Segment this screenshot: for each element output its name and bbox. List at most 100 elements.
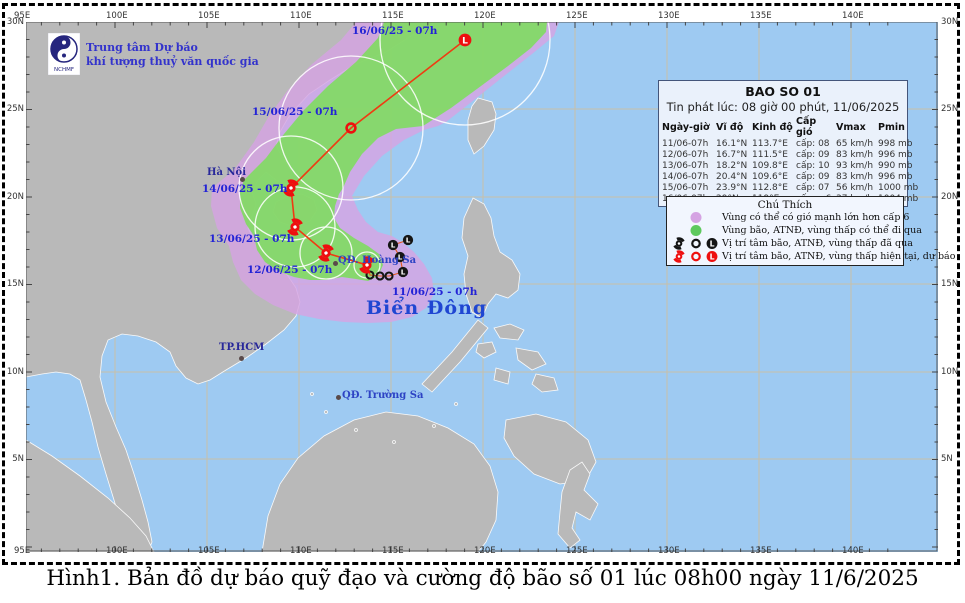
archipelago-marker-dot (333, 261, 338, 266)
lon-axis-label: 110E (290, 11, 312, 21)
lon-axis-label: 105E (198, 546, 220, 556)
storm-icon (283, 179, 299, 197)
legend-title: Chú Thích (757, 199, 813, 211)
agency-branding: NCHMF Trung tâm Dự báo khí tượng thuỷ vă… (48, 33, 259, 75)
lat-axis-label: 10N (6, 367, 24, 377)
agency-name-line1: Trung tâm Dự báo (86, 41, 198, 54)
svg-text:L: L (398, 253, 403, 262)
low-icon: L (402, 234, 414, 246)
agency-name-line2: khí tượng thuỷ văn quốc gia (86, 55, 259, 68)
lon-axis-label: 95E (14, 546, 31, 556)
svg-text:L: L (406, 236, 411, 245)
legend-item-label: Vị trí tâm bão, ATNĐ, vùng thấp hiện tại… (722, 251, 956, 262)
column-header: Vmax (836, 121, 866, 133)
legend-item: L Vị trí tâm bão, ATNĐ, vùng thấp hiện tạ… (670, 249, 955, 264)
green-area-icon (670, 224, 722, 237)
table-cell: 109.6°E (752, 171, 788, 182)
table-cell: 996 mb (878, 171, 913, 182)
storm-icon (318, 244, 334, 262)
sea-name-label: Biển Đông (366, 297, 488, 319)
storm-icon (359, 256, 375, 274)
lat-axis-label: 15N (6, 279, 24, 289)
nchmf-logo: NCHMF (48, 33, 80, 75)
table-cell: 83 km/h (836, 171, 874, 182)
depression-icon (384, 271, 394, 281)
lat-axis-label: 15N (941, 279, 959, 289)
lat-axis-label: 5N (941, 454, 953, 464)
lon-axis-label: 130E (658, 11, 680, 21)
track-date-label: 12/06/25 - 07h (247, 264, 333, 276)
table-cell: 16.1°N (716, 138, 748, 149)
legend-box: Chú Thích Vùng có thể có gió mạnh lớn hơ… (666, 196, 955, 266)
table-cell: 13/06-07h (662, 160, 709, 171)
lon-axis-label: 100E (106, 11, 128, 21)
depression-icon (345, 122, 357, 134)
table-cell: 109.8°E (752, 160, 788, 171)
svg-text:L: L (401, 268, 406, 277)
table-row: 14/06-07h 20.4°N 109.6°E cấp: 09 83 km/h 996 … (661, 171, 917, 182)
figure-caption: Hình1. Bản đồ dự báo quỹ đạo và cường độ… (46, 566, 919, 591)
table-cell: 11/06-07h (662, 138, 709, 149)
column-header: Kinh độ (752, 121, 793, 133)
lon-axis-label: 130E (658, 546, 680, 556)
lon-axis-label: 140E (842, 11, 864, 21)
table-row: 15/06-07h 23.9°N 112.8°E cấp: 07 56 km/h 1000… (661, 182, 918, 193)
table-cell: cấp: 08 (796, 138, 830, 149)
lon-axis-label: 135E (750, 11, 772, 21)
table-cell: 990 mb (878, 160, 913, 171)
table-cell: 112.8°E (752, 182, 788, 193)
lat-axis-label: 20N (941, 192, 959, 202)
table-cell: 14/06-07h (662, 171, 709, 182)
lon-axis-label: 100E (106, 546, 128, 556)
land-visayas (475, 323, 559, 393)
table-cell: 56 km/h (836, 182, 874, 193)
svg-text:L: L (710, 239, 715, 248)
lon-axis-label: 105E (198, 11, 220, 21)
lon-axis-label: 115E (382, 546, 404, 556)
legend-item-label: Vùng có thể có gió mạnh lớn hơn cấp 6 (722, 212, 910, 223)
legend-item-label: Vị trí tâm bão, ATNĐ, vùng thấp đã qua (722, 238, 913, 249)
track-date-label: 15/06/25 - 07h (252, 106, 338, 118)
depression-icon (375, 271, 385, 281)
column-header: Vĩ độ (716, 121, 744, 133)
depression-icon (691, 238, 701, 249)
city-marker-dot (240, 177, 245, 182)
lon-axis-label: 115E (382, 11, 404, 21)
storm-info-box: BAO SO 01 Tin phát lúc: 08 giờ 00 phút, … (658, 80, 918, 207)
table-cell: 93 km/h (836, 160, 874, 171)
table-cell: 996 mb (878, 149, 913, 160)
legend-item-label: Vùng bão, ATNĐ, vùng thấp có thể đi qua (722, 225, 922, 236)
forecast-symbols-icon: L (670, 249, 722, 264)
lon-axis-label: 120E (474, 11, 496, 21)
storm-icon (673, 250, 685, 263)
storm-icon (287, 218, 303, 236)
map-border (26, 22, 938, 552)
past-symbols-icon: L (670, 236, 722, 251)
track-date-label: 14/06/25 - 07h (202, 183, 288, 195)
uncertainty-circle (278, 55, 424, 201)
dotted-frame (2, 3, 960, 565)
land-palawan (421, 319, 489, 393)
table-cell: 111.5°E (752, 149, 788, 160)
bulletin-issued-time: Tin phát lúc: 08 giờ 00 phút, 11/06/2025 (666, 100, 900, 114)
city-label: Hà Nội (207, 167, 247, 178)
table-cell: 83 km/h (836, 149, 874, 160)
axis-ticks (26, 22, 938, 552)
archipelago-marker-dot (336, 395, 341, 400)
low-icon: L (397, 266, 409, 278)
purple-area-icon (670, 211, 722, 224)
legend-item: Vùng có thể có gió mạnh lớn hơn cấp 6 (670, 211, 909, 224)
lon-axis-label: 120E (474, 546, 496, 556)
land-borneo (261, 411, 499, 552)
storm-title: BAO SO 01 (745, 84, 821, 99)
table-row: 11/06-07h 16.1°N 113.7°E cấp: 08 65 km/h 998 … (661, 138, 917, 149)
storm-data-table: Ngày-giờ Vĩ độ Kinh độ Cấp gió Vmax Pmin 11/0… (661, 116, 918, 204)
land-masses (26, 22, 599, 552)
table-cell: 16.7°N (716, 149, 748, 160)
table-cell: 18.2°N (716, 160, 748, 171)
column-header: Cấp gió (796, 116, 817, 138)
lon-axis-label: 110E (290, 546, 312, 556)
